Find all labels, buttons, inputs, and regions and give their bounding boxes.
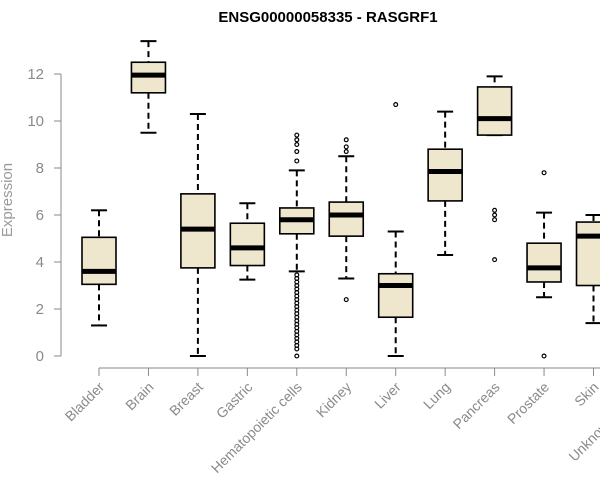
box-gastric (229, 202, 266, 281)
outlier-point (343, 297, 349, 303)
box-skin (575, 214, 600, 325)
x-tick-label: Lung (420, 379, 453, 412)
box-kidney (328, 137, 365, 303)
outlier-point (343, 149, 349, 155)
iqr-box (575, 221, 600, 287)
plot-area (81, 40, 600, 359)
box-hematopoietic-cells (278, 132, 315, 359)
box-liver (377, 102, 414, 357)
iqr-box (328, 201, 365, 237)
x-tick-label: Liver (371, 379, 404, 412)
box-prostate (526, 170, 562, 359)
y-tick-label: 6 (36, 207, 44, 224)
outlier-point (541, 170, 547, 176)
outlier-point (294, 353, 300, 359)
box-bladder (81, 209, 117, 327)
outlier-point (492, 217, 498, 223)
y-axis-label: Expression (0, 163, 16, 237)
y-tick-label: 2 (36, 301, 44, 318)
outlier-point (294, 149, 300, 155)
x-tick-label: Hematopoietic cells (208, 379, 305, 476)
y-tick-label: 10 (27, 113, 44, 130)
iqr-box (81, 236, 117, 286)
outlier-point (294, 137, 300, 143)
outlier-point (492, 257, 498, 263)
y-tick-label: 0 (36, 348, 44, 365)
x-tick-label: Gastric (213, 379, 256, 422)
x-tick-label: Kidney (313, 379, 355, 421)
outlier-point (492, 207, 498, 213)
box-breast (180, 112, 216, 357)
box-pancreas (476, 75, 513, 263)
outlier-point (294, 132, 300, 138)
chart-title: ENSG00000058335 - RASGRF1 (218, 9, 437, 26)
iqr-box (526, 242, 562, 283)
x-tick-label: Pancreas (450, 379, 503, 432)
box-lung (427, 110, 463, 256)
x-tick-label: Breast (166, 379, 206, 419)
x-tick-label: Skin (571, 379, 600, 410)
y-tick-label: 12 (27, 66, 44, 83)
y-tick-label: 4 (36, 254, 44, 271)
box-brain (130, 40, 167, 134)
outlier-point (393, 102, 399, 108)
outlier-point (294, 158, 300, 164)
y-tick-label: 8 (36, 160, 44, 177)
outlier-point (541, 353, 547, 359)
outlier-point (492, 212, 498, 218)
iqr-box (476, 86, 513, 136)
iqr-box (229, 222, 266, 267)
iqr-box (427, 148, 463, 202)
x-tick-label: Bladder (62, 379, 108, 425)
outlier-point (343, 144, 349, 150)
outlier-point (294, 142, 300, 148)
x-tick-label: Prostate (504, 379, 552, 427)
iqr-box (377, 272, 414, 319)
y-axis: 0 2 4 6 8 10 12 (27, 66, 62, 365)
outlier-point (294, 272, 300, 278)
x-tick-label: Brain (122, 379, 156, 413)
outlier-point (343, 137, 349, 143)
